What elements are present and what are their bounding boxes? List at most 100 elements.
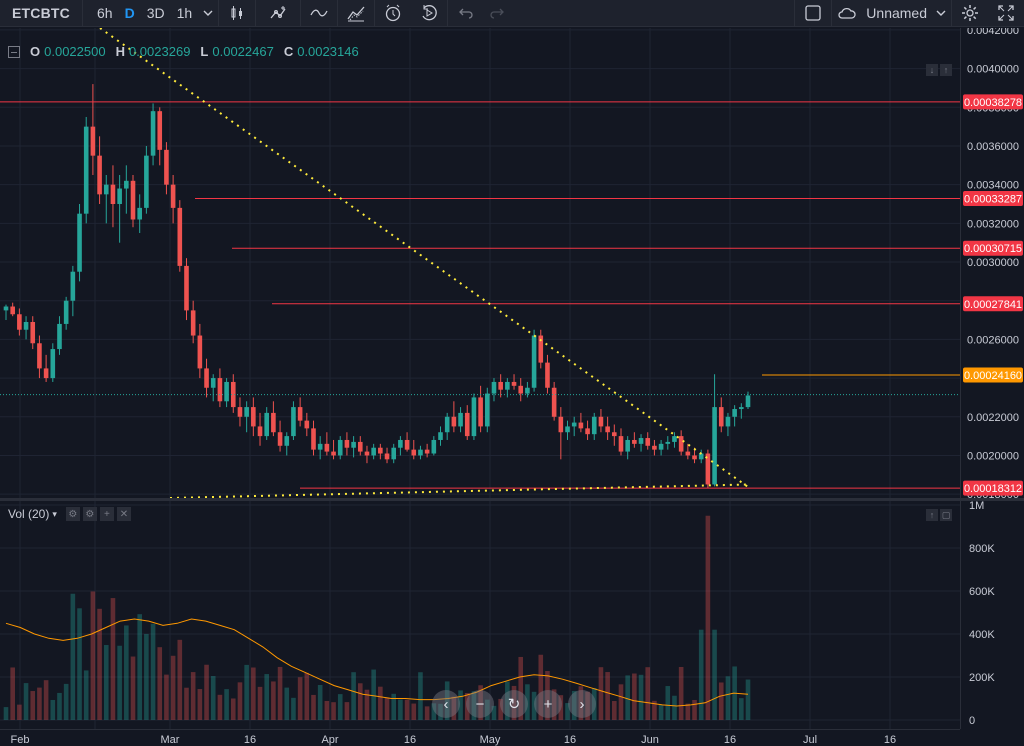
volume-remove-icon[interactable]: ✕ xyxy=(116,507,131,521)
pane-up-icon[interactable]: ↑ xyxy=(940,64,952,76)
candle-body xyxy=(30,321,36,344)
pane-up-icon[interactable]: ↑ xyxy=(926,509,938,521)
collapse-legend-icon[interactable] xyxy=(8,45,20,58)
volume-ma-line xyxy=(5,618,749,707)
candle-body xyxy=(110,184,116,205)
volume-bar xyxy=(317,685,323,720)
volume-bar xyxy=(177,639,183,720)
volume-tick-label: 600K xyxy=(969,586,995,598)
chevron-left-icon[interactable]: ‹ xyxy=(432,690,460,718)
candle-body xyxy=(3,306,9,311)
replay-icon[interactable] xyxy=(411,0,447,27)
candle-body xyxy=(251,407,256,427)
interval-3d[interactable]: 3D xyxy=(146,5,165,21)
price-pane-controls: ↓ ↑ xyxy=(926,64,952,76)
candle-body xyxy=(645,438,651,446)
price-tick-label: 0.0030000 xyxy=(967,257,1019,269)
zoom-out-icon[interactable]: − xyxy=(466,690,494,718)
volume-bar xyxy=(97,608,102,720)
pane-down-icon[interactable]: ↓ xyxy=(926,64,938,76)
fullscreen-square-icon[interactable] xyxy=(795,0,831,27)
candle-body xyxy=(297,407,303,421)
compare-icon[interactable] xyxy=(256,0,300,27)
time-axis[interactable]: Feb Mar 16 Apr 16 May 16 Jun 16 Jul 16 xyxy=(0,729,960,746)
candle-body xyxy=(311,428,316,450)
candle-body xyxy=(364,451,370,456)
alert-icon[interactable] xyxy=(375,0,411,27)
candle-body xyxy=(692,455,697,460)
candles-icon[interactable] xyxy=(219,0,255,27)
price-tick-label: 0.0022000 xyxy=(967,412,1019,424)
layout-name[interactable]: Unnamed xyxy=(866,5,927,21)
cloud-icon[interactable] xyxy=(832,0,862,27)
pane-maximize-icon[interactable]: ▢ xyxy=(940,509,952,521)
templates-icon[interactable] xyxy=(338,0,374,27)
toolbar-divider xyxy=(218,0,220,27)
candle-body xyxy=(371,447,376,456)
chevron-right-icon[interactable]: › xyxy=(568,690,596,718)
volume-bar xyxy=(23,683,29,720)
volume-pane[interactable] xyxy=(0,501,960,729)
interval-dropdown-icon[interactable] xyxy=(198,0,218,27)
symbol-search[interactable]: ETCBTC xyxy=(12,5,70,21)
price-axis[interactable]: 0.00420000.00400000.00380000.00360000.00… xyxy=(960,25,1024,501)
volume-bar xyxy=(237,682,243,720)
legend-open-label: O xyxy=(30,44,41,59)
fullscreen-icon[interactable] xyxy=(988,0,1024,27)
candle-body xyxy=(511,381,517,386)
volume-dropdown-icon[interactable]: ▾ xyxy=(52,508,57,519)
volume-bar xyxy=(498,698,503,720)
candle-body xyxy=(204,368,209,388)
time-tick-label: Jul xyxy=(803,734,817,746)
volume-chart[interactable] xyxy=(0,501,960,729)
candle-body xyxy=(337,439,343,456)
volume-axis[interactable]: 1M 800K 600K 400K 200K 0 xyxy=(960,500,1024,729)
price-chart[interactable] xyxy=(0,27,960,499)
pane-divider[interactable] xyxy=(0,498,1024,501)
candle-body xyxy=(150,111,156,156)
volume-bar xyxy=(184,687,189,720)
price-level-tag xyxy=(963,240,1023,256)
undo-icon[interactable] xyxy=(448,0,484,27)
redo-icon[interactable] xyxy=(484,0,510,27)
volume-add-icon[interactable]: + xyxy=(99,507,114,521)
time-tick-label: Mar xyxy=(161,734,180,746)
candle-body xyxy=(284,436,290,446)
reset-icon[interactable]: ↻ xyxy=(500,690,528,718)
interval-6h[interactable]: 6h xyxy=(96,5,113,21)
candle-body xyxy=(264,412,270,437)
volume-bar xyxy=(484,699,490,720)
volume-bar xyxy=(451,696,457,720)
gear-icon[interactable] xyxy=(952,0,988,27)
time-tick-label: Apr xyxy=(321,734,338,746)
candle-body xyxy=(351,441,356,448)
volume-label[interactable]: Vol (20) xyxy=(8,507,50,521)
candle-body xyxy=(97,155,102,195)
volume-bar xyxy=(357,683,363,720)
volume-bar xyxy=(645,667,651,720)
volume-format-icon[interactable]: ⚙ xyxy=(82,507,97,521)
zoom-in-icon[interactable]: + xyxy=(534,690,562,718)
volume-tick-label: 800K xyxy=(969,543,995,555)
interval-d[interactable]: D xyxy=(124,5,135,21)
volume-settings-icon[interactable]: ⚙ xyxy=(65,507,80,521)
time-tick-label: 16 xyxy=(244,734,256,746)
volume-bar xyxy=(164,674,169,720)
candle-body xyxy=(210,378,216,388)
candle-body xyxy=(438,432,443,440)
candle-body xyxy=(585,428,590,435)
time-tick-label: Jun xyxy=(641,734,659,746)
interval-1h[interactable]: 1h xyxy=(176,5,193,21)
price-chart-pane[interactable] xyxy=(0,27,960,499)
candle-body xyxy=(458,412,463,427)
volume-bar xyxy=(364,689,370,720)
layout-dropdown-icon[interactable] xyxy=(931,0,951,27)
volume-tick-label: 200K xyxy=(969,672,995,684)
volume-bar xyxy=(311,694,316,720)
indicators-icon[interactable] xyxy=(301,0,337,27)
volume-pane-controls: ↑ ▢ xyxy=(926,509,952,521)
volume-axis-scale: 1M 800K 600K 400K 200K 0 xyxy=(969,500,995,727)
volume-bar xyxy=(70,593,76,720)
candle-body xyxy=(471,397,477,437)
volume-bar xyxy=(591,688,597,720)
